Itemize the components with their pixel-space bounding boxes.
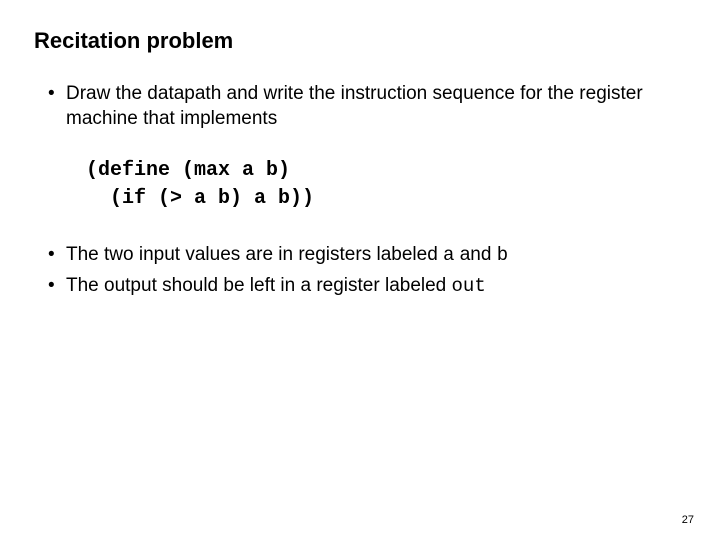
bullet-item-1: Draw the datapath and write the instruct… <box>48 82 686 131</box>
code-line-2: (if (> a b) a b)) <box>86 187 314 210</box>
code-block: (define (max a b) (if (> a b) a b)) <box>86 157 686 213</box>
bullet2-text-mid: and <box>454 244 496 265</box>
code-line-1: (define (max a b) <box>86 159 290 182</box>
bullet-list-2: The two input values are in registers la… <box>34 243 686 298</box>
inline-code-b: b <box>497 244 508 266</box>
inline-code-out: out <box>452 275 486 297</box>
slide-title: Recitation problem <box>34 28 686 54</box>
bullet-item-2: The two input values are in registers la… <box>48 243 686 268</box>
bullet-item-3: The output should be left in a register … <box>48 274 686 299</box>
inline-code-a: a <box>443 244 454 266</box>
bullet3-text-pre: The output should be left in a register … <box>66 275 452 296</box>
bullet2-text-pre: The two input values are in registers la… <box>66 244 443 265</box>
bullet-list-1: Draw the datapath and write the instruct… <box>34 82 686 131</box>
page-number: 27 <box>682 514 694 526</box>
